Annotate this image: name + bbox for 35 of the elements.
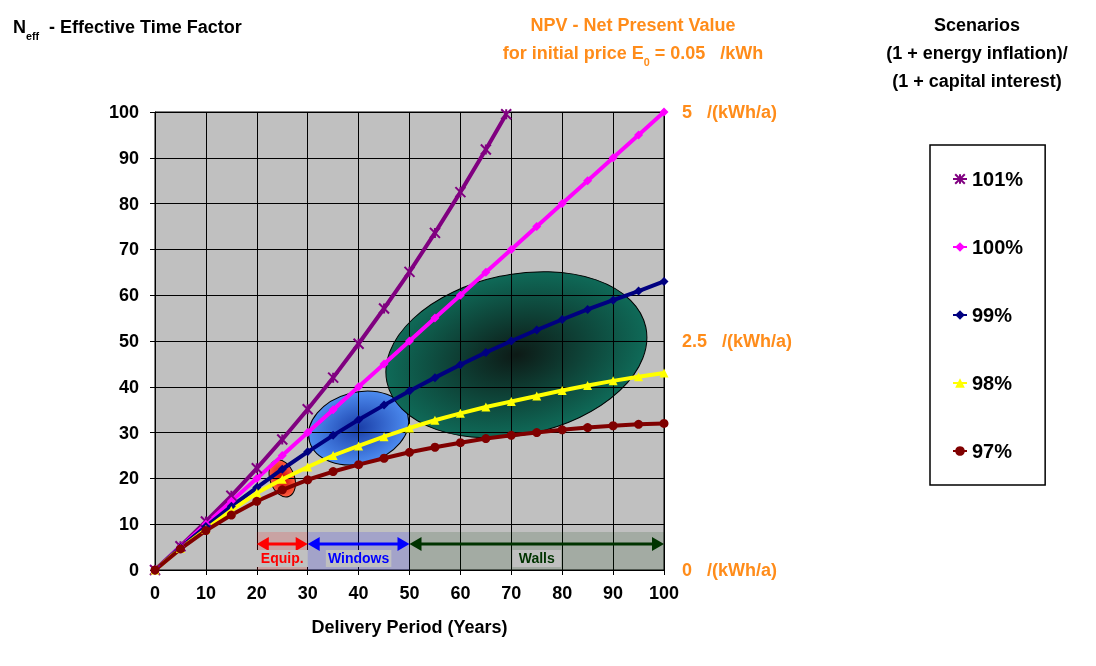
band-label: Windows bbox=[327, 550, 390, 566]
y-tick-label: 20 bbox=[118, 468, 139, 489]
x-tick-label: 20 bbox=[246, 583, 267, 603]
x-tick-label: 100 bbox=[648, 583, 680, 603]
y2-tick-label: 2.5 /(kWh/a) bbox=[682, 331, 793, 351]
band-label: Equip. bbox=[260, 550, 304, 566]
legend-label: 98% bbox=[972, 372, 1013, 394]
y-tick-label: 70 bbox=[118, 239, 139, 260]
x-tick-label: 90 bbox=[603, 583, 624, 603]
x-tick-label: 30 bbox=[297, 583, 318, 603]
y-tick-label: 80 bbox=[118, 193, 139, 214]
x-tick-label: 10 bbox=[195, 583, 216, 603]
y2-tick-label: 0 /(kWh/a) bbox=[682, 560, 778, 580]
x-tick-label: 0 bbox=[149, 583, 161, 603]
legend-label: 100% bbox=[972, 236, 1024, 258]
y2-tick-label: 5 /(kWh/a) bbox=[682, 102, 778, 122]
x-tick-label: 40 bbox=[348, 583, 369, 603]
y-tick-label: 90 bbox=[118, 147, 139, 168]
legend-label: 97% bbox=[972, 440, 1013, 462]
legend-label: 99% bbox=[972, 304, 1013, 326]
band-label: Walls bbox=[518, 550, 555, 566]
y-tick-label: 40 bbox=[118, 376, 139, 397]
x-tick-label: 60 bbox=[450, 583, 471, 603]
y-tick-label: 50 bbox=[118, 331, 139, 351]
y-tick-label: 10 bbox=[118, 514, 139, 535]
x-tick-label: 80 bbox=[552, 583, 573, 603]
legend-title: Scenarios (1 + energy inflation)/ (1 + capital interest) bbox=[886, 15, 1068, 91]
x-axis-title: Delivery Period (Years) bbox=[311, 617, 508, 637]
y-tick-label: 30 bbox=[118, 422, 139, 443]
legend-label: 101% bbox=[972, 168, 1024, 190]
x-tick-label: 50 bbox=[399, 583, 420, 603]
y-tick-label: 100 bbox=[108, 102, 139, 122]
y-tick-label: 60 bbox=[118, 285, 139, 306]
x-tick-label: 70 bbox=[501, 583, 522, 603]
y-tick-label: 0 bbox=[128, 560, 139, 580]
